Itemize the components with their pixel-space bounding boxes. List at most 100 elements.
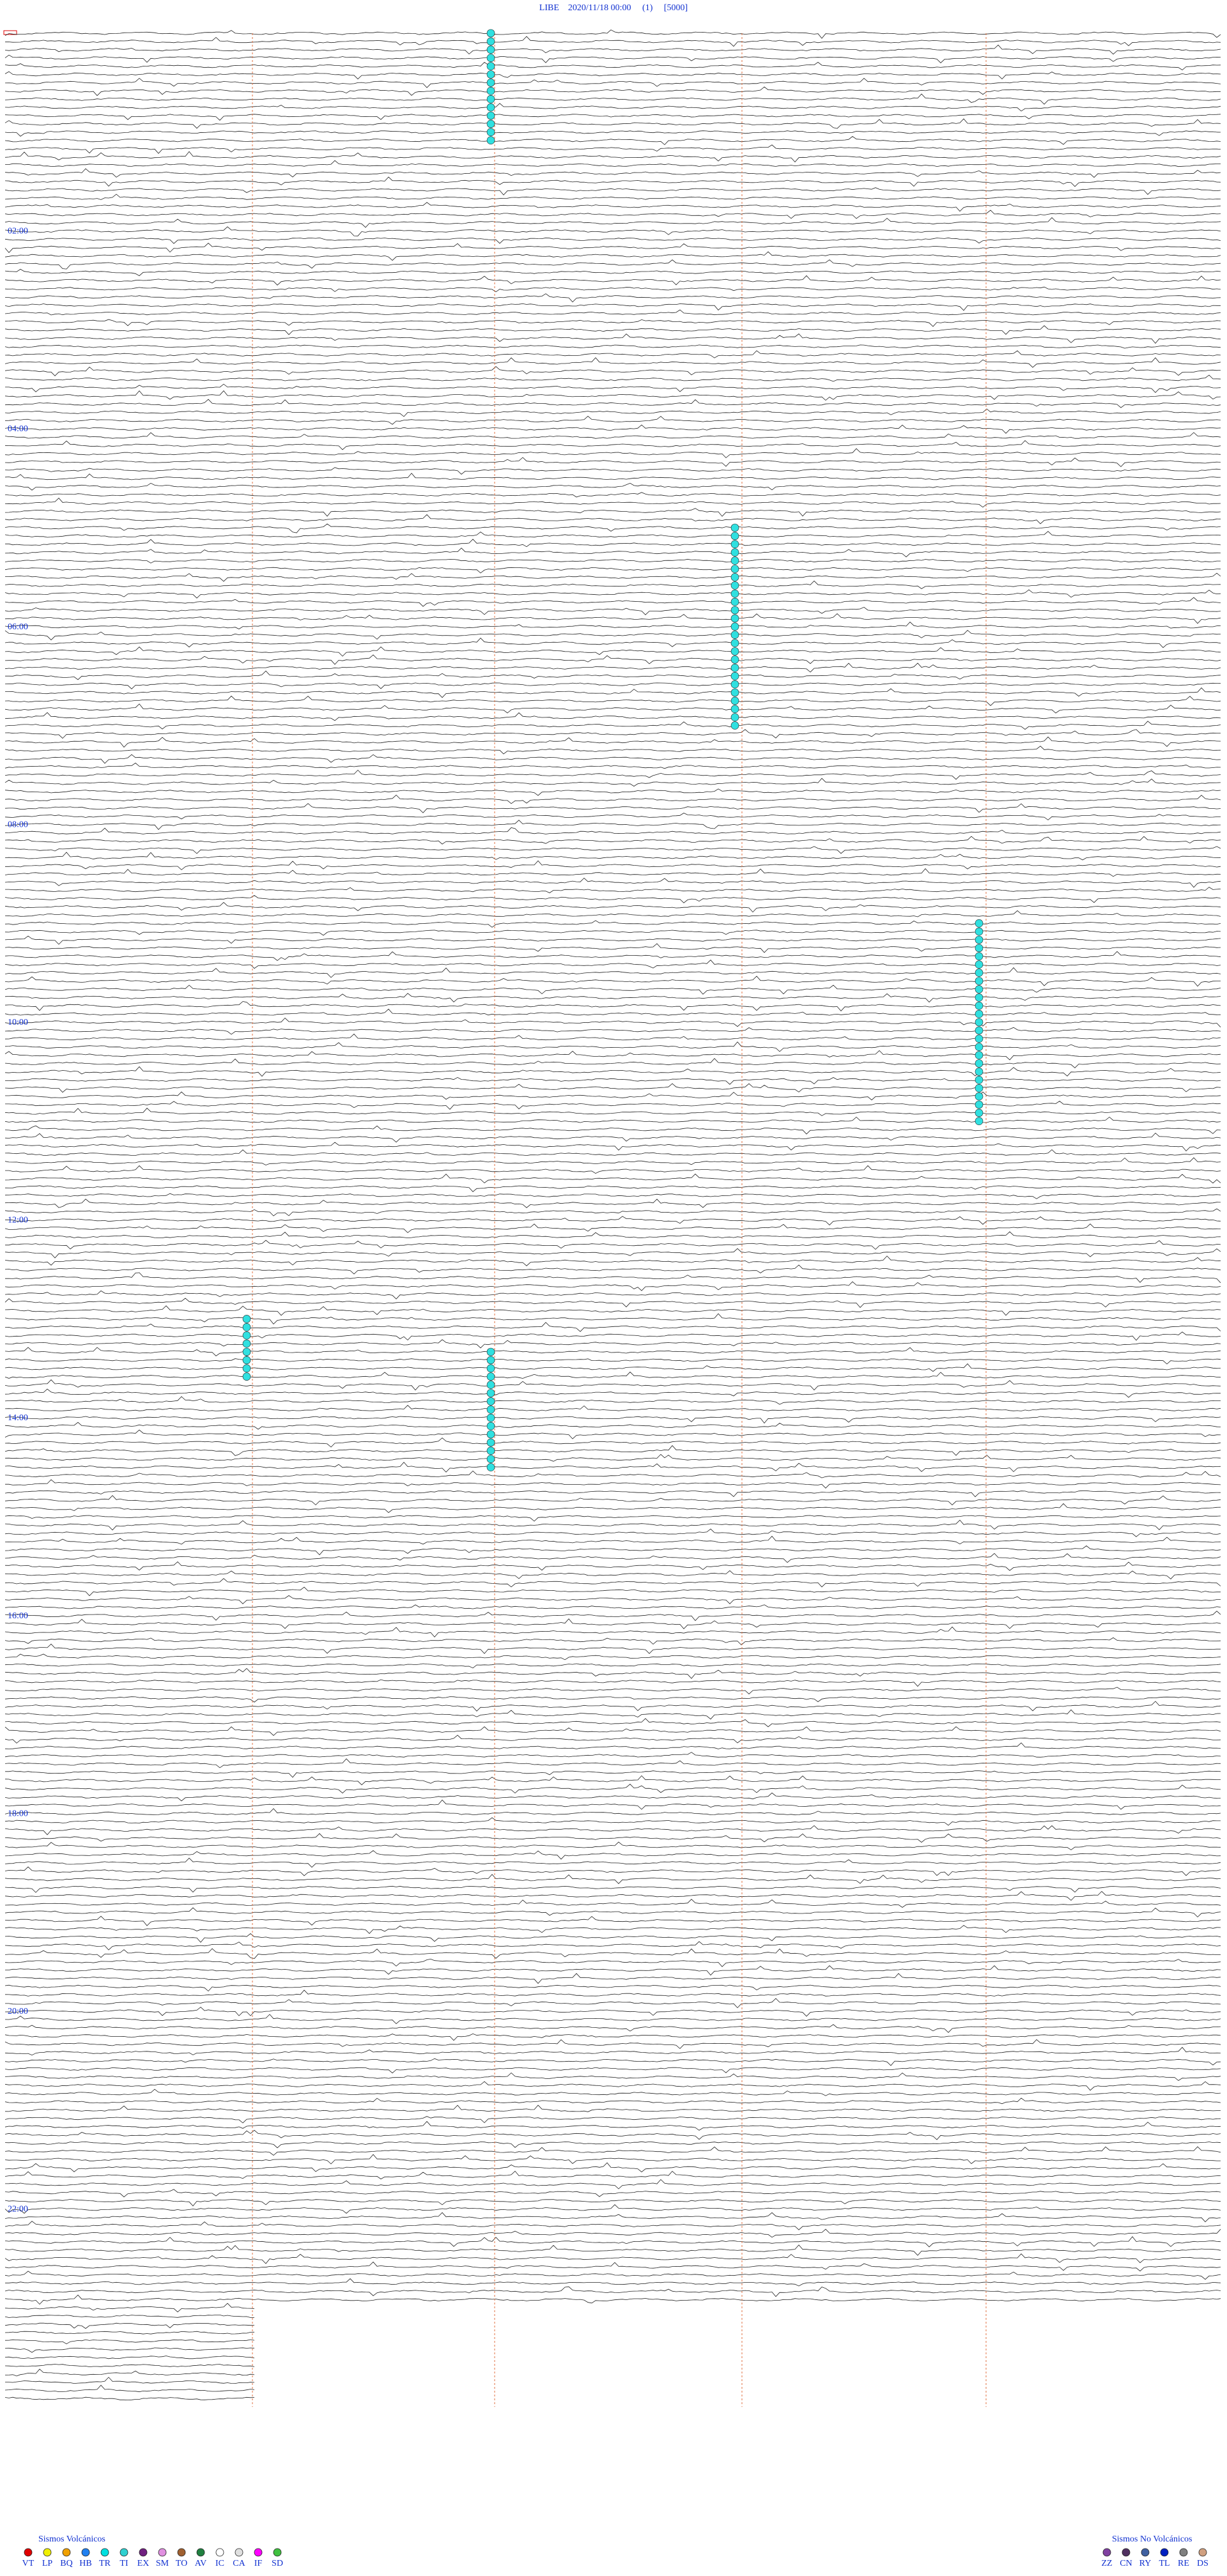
trace — [4, 350, 1221, 358]
trace — [4, 1915, 1221, 1926]
time-label: 10:00 — [8, 1018, 28, 1027]
trace — [4, 1663, 1221, 1669]
trace — [4, 1422, 1221, 1430]
trace — [4, 846, 1221, 854]
legend-swatch — [1102, 2548, 1111, 2557]
trace — [4, 1973, 1221, 1984]
trace — [5, 160, 1221, 167]
trace — [4, 187, 1221, 195]
event-column — [486, 1406, 495, 1414]
trace — [4, 1825, 1221, 1836]
trace — [4, 687, 1221, 698]
trace — [4, 2058, 1221, 2066]
event-column — [730, 556, 739, 565]
trace — [4, 1758, 1221, 1768]
trace — [4, 1223, 1221, 1233]
event-column — [730, 671, 739, 680]
event-column — [486, 54, 495, 62]
trace — [4, 268, 1221, 277]
trace — [4, 1298, 1221, 1308]
trace — [4, 1107, 1221, 1116]
trace — [4, 1132, 1221, 1143]
trace — [4, 1041, 1221, 1052]
trace — [4, 967, 1221, 978]
event-column — [486, 1372, 495, 1381]
trace — [4, 2364, 255, 2368]
event-column — [730, 688, 739, 697]
trace — [4, 44, 1221, 55]
trace — [4, 930, 1221, 936]
trace — [4, 1925, 1221, 1934]
trace — [4, 1174, 1221, 1184]
trace — [4, 259, 1221, 270]
trace — [4, 1850, 1221, 1860]
event-column — [242, 1339, 251, 1348]
trace — [4, 1470, 1221, 1478]
event-column — [730, 680, 739, 689]
trace — [4, 325, 1221, 335]
event-column — [486, 1422, 495, 1430]
event-column — [975, 985, 984, 993]
trace — [4, 103, 1221, 112]
trace — [4, 703, 1221, 714]
legend-code: SD — [272, 2559, 283, 2568]
trace — [4, 168, 1221, 178]
trace — [4, 2286, 1221, 2297]
trace — [4, 1125, 1221, 1135]
trace — [4, 1890, 1221, 1901]
trace — [5, 293, 1221, 303]
trace — [4, 176, 1221, 187]
trace — [5, 383, 1221, 393]
event-column — [486, 37, 495, 46]
trace — [4, 2331, 255, 2334]
event-column — [486, 1430, 495, 1439]
trace — [4, 558, 1221, 564]
event-column — [975, 927, 984, 936]
trace — [4, 1637, 1221, 1646]
trace — [4, 1679, 1221, 1687]
legend-title: Sismos Volcánicos — [38, 2534, 105, 2544]
trace — [4, 333, 1221, 344]
trace — [4, 415, 1221, 425]
event-column — [975, 1117, 984, 1126]
trace — [4, 1185, 1221, 1192]
legend-swatch — [1122, 2548, 1131, 2557]
trace — [4, 682, 1221, 689]
time-label: 02:00 — [8, 227, 28, 236]
trace — [4, 1033, 1221, 1041]
event-column — [486, 1438, 495, 1447]
trace — [4, 202, 1221, 212]
legend-code: EX — [137, 2559, 150, 2568]
trace — [4, 1718, 1221, 1728]
trace — [4, 895, 1221, 903]
trace — [4, 1515, 1221, 1522]
event-column — [486, 136, 495, 144]
trace — [4, 1355, 1221, 1365]
trace — [4, 1833, 1221, 1843]
trace — [4, 2189, 1221, 2198]
trace — [4, 2146, 1221, 2156]
trace — [4, 432, 1221, 439]
trace — [4, 2081, 1221, 2091]
event-column — [242, 1315, 251, 1323]
trace — [4, 1231, 1221, 1239]
trace — [4, 1083, 1221, 1093]
trace — [4, 580, 1221, 589]
legend-swatch — [100, 2548, 109, 2557]
event-column — [486, 1347, 495, 1356]
trace — [4, 788, 1221, 796]
trace — [4, 1290, 1221, 1300]
trace — [4, 390, 1221, 401]
trace — [4, 1142, 1221, 1152]
trace — [4, 901, 1221, 913]
trace — [4, 1561, 1221, 1571]
trace — [4, 54, 1221, 63]
event-column — [242, 1331, 251, 1340]
trace — [4, 1667, 1221, 1679]
trace — [4, 1552, 1221, 1563]
trace — [4, 1874, 1221, 1884]
trace — [4, 712, 1221, 721]
time-label: 04:00 — [8, 424, 28, 434]
trace — [4, 523, 1221, 533]
trace — [4, 2294, 1221, 2305]
